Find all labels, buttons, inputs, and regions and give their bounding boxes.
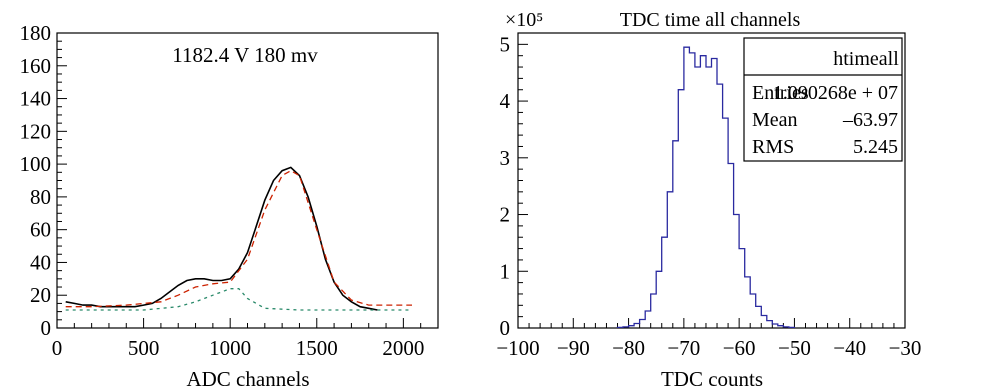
histogram-bar	[656, 271, 662, 328]
y-tick-label: 40	[30, 250, 51, 274]
histogram-bar	[706, 67, 712, 328]
x-tick-label: −30	[889, 336, 922, 360]
histogram-bar	[684, 47, 690, 328]
x-tick-label: 0	[52, 336, 63, 360]
y-tick-label: 60	[30, 218, 51, 242]
y-tick-label: 3	[500, 146, 511, 170]
adc-chart: 0 20 40 60 80 100 120 140 160 180 0 500 1000 1500 200…	[20, 21, 439, 390]
tdc-x-axis-label: TDC counts	[661, 367, 763, 390]
stats-name: htimeall	[833, 48, 899, 70]
stats-value: 1.090268e + 07	[773, 82, 898, 104]
y-tick-label: 180	[20, 21, 52, 45]
y-tick-label: 5	[500, 32, 511, 56]
histogram-bar	[678, 90, 684, 328]
adc-background-curve	[65, 288, 412, 311]
adc-annotation: 1182.4 V 180 mv	[172, 43, 318, 67]
stats-box: htimeall Entries 1.090268e + 07 Mean –63…	[743, 37, 903, 162]
y-tick-label: 120	[20, 119, 52, 143]
histogram-bar	[640, 320, 646, 329]
adc-data-series	[65, 166, 378, 311]
y-tick-label: 2	[500, 203, 511, 227]
tdc-chart: ×10⁵ TDC time all channels 0 1 2 3 4 5 −100 −9…	[496, 9, 921, 390]
y-tick-label: 100	[20, 152, 52, 176]
stats-label: Entries	[752, 82, 809, 104]
histogram-bar	[767, 321, 773, 328]
y-tick-label: 80	[30, 185, 51, 209]
x-tick-label: 1000	[209, 336, 251, 360]
histogram-bar	[750, 294, 756, 328]
histogram-bar	[761, 316, 767, 329]
stats-box-frame	[743, 37, 903, 162]
x-tick-label: 2000	[382, 336, 424, 360]
histogram-bar	[634, 324, 640, 329]
histogram-bar	[662, 237, 668, 328]
stats-label: Mean	[752, 109, 798, 131]
y-tick-label: 4	[500, 89, 511, 113]
histogram-bar	[745, 277, 751, 328]
y-tick-label: 0	[500, 316, 511, 340]
histogram-bar	[728, 164, 734, 329]
x-tick-label: −50	[778, 336, 811, 360]
histogram-bar	[695, 67, 701, 328]
stats-value: –63.97	[842, 109, 898, 131]
adc-fit-curve	[65, 169, 412, 308]
histogram-bar	[717, 84, 723, 328]
adc-plot-frame	[56, 32, 439, 329]
histogram-bar	[712, 59, 718, 329]
x-tick-label: −90	[557, 336, 590, 360]
y-tick-label: 0	[41, 316, 52, 340]
histogram-bar	[689, 53, 695, 328]
y-tick-label: 20	[30, 283, 51, 307]
x-tick-label: −60	[723, 336, 756, 360]
histogram-bar	[673, 141, 679, 328]
x-tick-label: 1500	[296, 336, 338, 360]
tdc-title: TDC time all channels	[620, 9, 801, 31]
x-tick-label: −80	[612, 336, 645, 360]
histogram-bar	[667, 192, 673, 328]
histogram-outline	[616, 46, 796, 329]
histogram-bar	[756, 306, 762, 328]
histogram-bar	[645, 311, 651, 328]
x-tick-label: 500	[128, 336, 160, 360]
y-tick-label: 160	[20, 54, 52, 78]
tdc-exponent: ×10⁵	[505, 9, 543, 31]
stats-value: 5.245	[853, 136, 898, 158]
histogram-bar	[723, 118, 729, 328]
y-tick-label: 1	[500, 259, 511, 283]
adc-x-axis-label: ADC channels	[186, 367, 309, 390]
y-tick-label: 140	[20, 87, 52, 111]
x-tick-label: −70	[667, 336, 700, 360]
histogram-bar	[651, 294, 657, 328]
histogram-bar	[734, 215, 740, 329]
x-tick-label: −100	[496, 336, 539, 360]
x-tick-label: −40	[833, 336, 866, 360]
stats-label: RMS	[752, 136, 794, 158]
histogram-bar	[739, 249, 745, 328]
histogram-bar	[700, 56, 706, 328]
